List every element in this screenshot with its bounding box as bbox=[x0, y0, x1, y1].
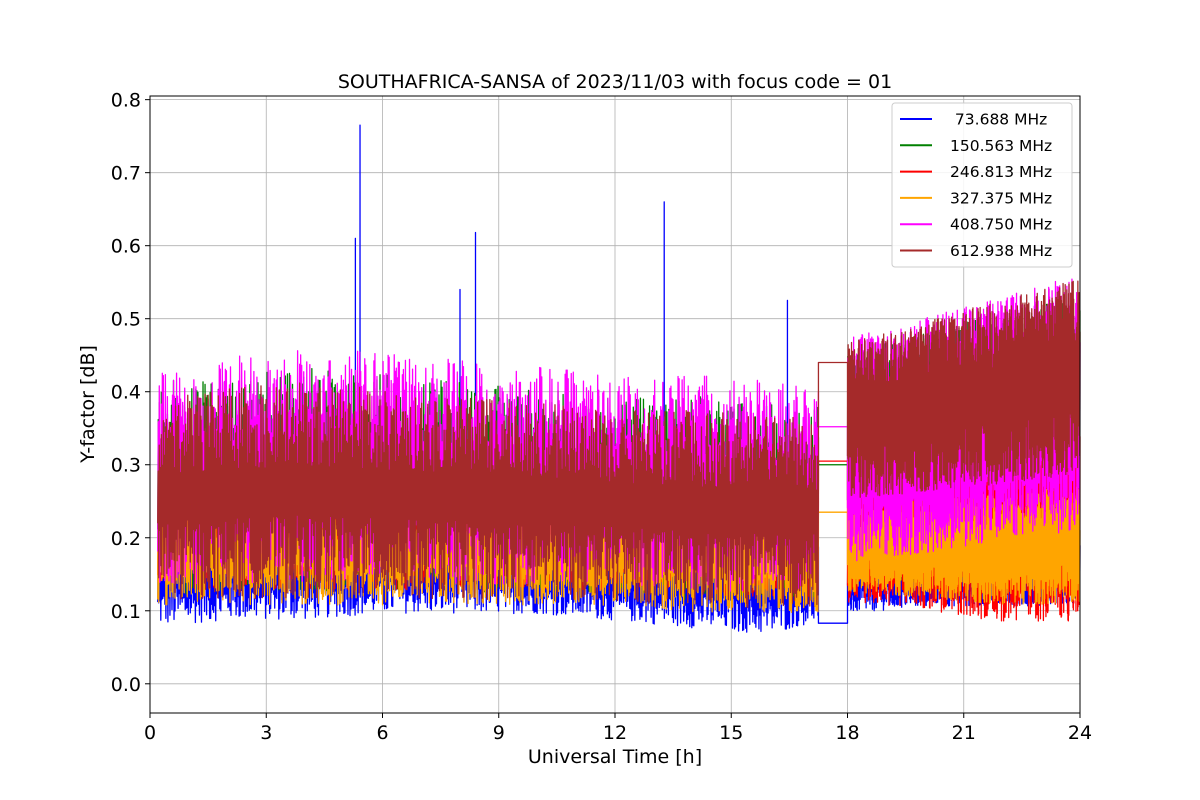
y-tick-label: 0.5 bbox=[111, 309, 141, 331]
legend-label: 246.813 MHz bbox=[950, 163, 1052, 181]
y-tick-label: 0.4 bbox=[111, 382, 141, 404]
x-tick-label: 15 bbox=[719, 722, 743, 744]
y-axis-label: Y-factor [dB] bbox=[77, 345, 99, 464]
series-layer bbox=[157, 124, 1081, 633]
x-axis-label: Universal Time [h] bbox=[528, 746, 702, 768]
legend: 73.688 MHz 150.563 MHz 246.813 MHz 327.375 … bbox=[891, 102, 1073, 268]
legend-label: 612.938 MHz bbox=[950, 242, 1052, 260]
x-tick-label: 18 bbox=[835, 722, 859, 744]
y-tick-label: 0.0 bbox=[111, 674, 141, 696]
series-5 bbox=[157, 280, 1081, 609]
legend-label: 327.375 MHz bbox=[950, 189, 1052, 207]
legend-box bbox=[891, 102, 1073, 268]
y-tick-label: 0.2 bbox=[111, 528, 141, 550]
y-tick-label: 0.8 bbox=[111, 90, 141, 112]
x-tick-label: 21 bbox=[952, 722, 976, 744]
legend-label: 150.563 MHz bbox=[950, 137, 1052, 155]
tick-layer: 0 3 6 9 12 15 18 21 24 0.0 0.1 0.2 0.3 0.4 0.5 0.6 0.7 0.… bbox=[111, 90, 1092, 744]
y-tick-label: 0.1 bbox=[111, 601, 141, 623]
series-line-5 bbox=[157, 280, 1081, 609]
y-tick-label: 0.3 bbox=[111, 455, 141, 477]
legend-label: 73.688 MHz bbox=[950, 111, 1047, 129]
x-tick-label: 3 bbox=[260, 722, 272, 744]
x-tick-label: 0 bbox=[144, 722, 156, 744]
chart-title: SOUTHAFRICA-SANSA of 2023/11/03 with foc… bbox=[338, 71, 892, 93]
x-tick-label: 9 bbox=[493, 722, 505, 744]
legend-label: 408.750 MHz bbox=[950, 216, 1052, 234]
x-tick-label: 24 bbox=[1068, 722, 1092, 744]
y-tick-label: 0.6 bbox=[111, 236, 141, 258]
x-tick-label: 12 bbox=[603, 722, 627, 744]
x-tick-label: 6 bbox=[376, 722, 388, 744]
y-tick-label: 0.7 bbox=[111, 163, 141, 185]
